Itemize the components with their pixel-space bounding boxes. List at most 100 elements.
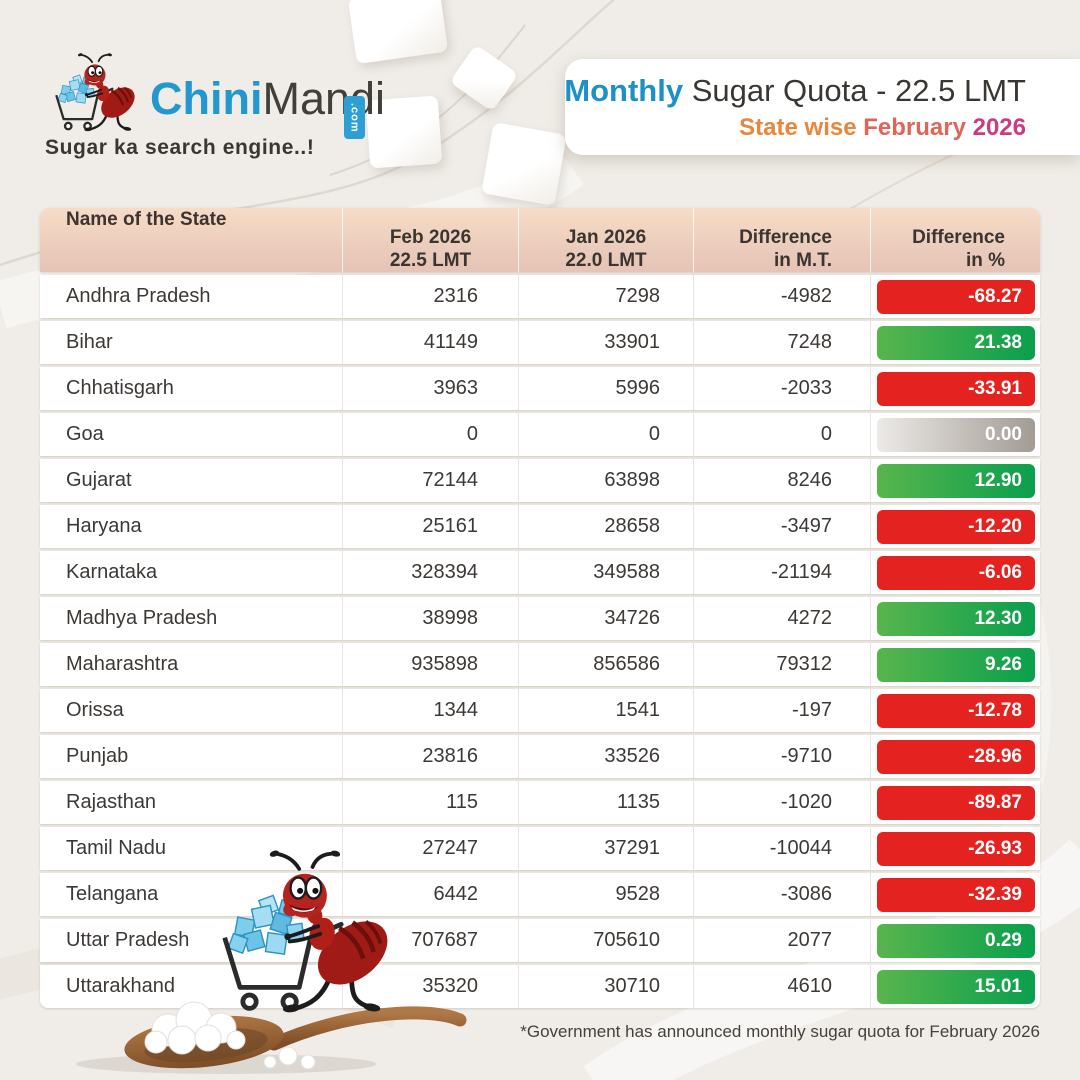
feb-quota-cell: 935898 [342,643,518,686]
difference-pct-cell: 0.00 [870,413,1040,456]
feb-quota-cell: 41149 [342,321,518,364]
brand-chini: Chini [150,73,263,124]
difference-mt-cell: 79312 [693,643,870,686]
state-name-cell: Uttarakhand [66,975,175,997]
table-row: Orissa 1344 1541 -197 -12.78 [40,689,1040,732]
jan-quota-cell: 37291 [518,827,693,870]
jan-quota-cell: 0 [518,413,693,456]
difference-pct-cell: 9.26 [870,643,1040,686]
title-highlight: Monthly [564,72,684,108]
difference-pct-badge: -6.06 [877,555,1035,590]
difference-pct-badge: 12.30 [877,601,1035,636]
state-name-cell: Tamil Nadu [66,837,167,859]
brand-mandi: Mandi [262,73,386,124]
difference-pct-badge: 0.00 [877,417,1035,452]
difference-pct-badge: -32.39 [877,877,1035,912]
feb-quota-cell: 38998 [342,597,518,640]
jan-quota-cell: 30710 [518,965,693,1008]
state-name-cell: Gujarat [66,469,132,491]
difference-pct-cell: 12.30 [870,597,1040,640]
state-name-cell: Madhya Pradesh [66,607,218,629]
difference-pct-cell: -12.20 [870,505,1040,548]
difference-pct-badge: -12.20 [877,509,1035,544]
difference-mt-cell: -197 [693,689,870,732]
jan-quota-cell: 34726 [518,597,693,640]
feb-quota-cell: 72144 [342,459,518,502]
title-rest: Sugar Quota - 22.5 LMT [683,72,1026,108]
difference-mt-cell: -10044 [693,827,870,870]
jan-quota-cell: 705610 [518,919,693,962]
jan-quota-cell: 9528 [518,873,693,916]
brand-ant-cart-icon [48,50,140,134]
difference-pct-cell: -6.06 [870,551,1040,594]
difference-pct-cell: -68.27 [870,275,1040,318]
jan-quota-cell: 1135 [518,781,693,824]
difference-pct-cell: -89.87 [870,781,1040,824]
difference-pct-badge: 9.26 [877,647,1035,682]
difference-pct-badge: -68.27 [877,279,1035,314]
table-row: Karnataka 328394 349588 -21194 -6.06 [40,551,1040,594]
difference-pct-badge: 15.01 [877,969,1035,1004]
jan-quota-cell: 349588 [518,551,693,594]
state-name-cell: Rajasthan [66,791,157,813]
difference-mt-cell: 4272 [693,597,870,640]
feb-quota-cell: 3963 [342,367,518,410]
jan-quota-cell: 5996 [518,367,693,410]
difference-pct-cell: 15.01 [870,965,1040,1008]
table-header-row: Name of the State Feb 2026 22.5 LMT Jan 202… [40,208,1040,272]
table-row: Gujarat 72144 63898 8246 12.90 [40,459,1040,502]
difference-pct-badge: 21.38 [877,325,1035,360]
table-row: Madhya Pradesh 38998 34726 4272 12.30 [40,597,1040,640]
feb-quota-cell: 25161 [342,505,518,548]
state-name-cell: Telangana [66,883,159,905]
table-row: Goa 0 0 0 0.00 [40,413,1040,456]
sugar-cube-decor [481,122,567,206]
jan-quota-cell: 33526 [518,735,693,778]
page-title: Monthly Sugar Quota - 22.5 LMT [564,73,1026,109]
jan-quota-cell: 33901 [518,321,693,364]
difference-pct-badge: -28.96 [877,739,1035,774]
difference-pct-cell: 21.38 [870,321,1040,364]
difference-pct-badge: -89.87 [877,785,1035,820]
table-row: Telangana 6442 9528 -3086 -32.39 [40,873,1040,916]
difference-mt-cell: -3086 [693,873,870,916]
feb-quota-cell: 23816 [342,735,518,778]
table-row: Uttar Pradesh 707687 705610 2077 0.29 [40,919,1040,962]
table-row: Haryana 25161 28658 -3497 -12.20 [40,505,1040,548]
table-row: Bihar 41149 33901 7248 21.38 [40,321,1040,364]
difference-pct-badge: 0.29 [877,923,1035,958]
difference-pct-badge: -26.93 [877,831,1035,866]
feb-quota-cell: 1344 [342,689,518,732]
table-row: Rajasthan 115 1135 -1020 -89.87 [40,781,1040,824]
sugar-spoon-decor [76,1001,467,1074]
state-name-cell: Karnataka [66,561,158,583]
footnote: *Government has announced monthly sugar … [520,1022,1040,1041]
table-body: Andhra Pradesh 2316 7298 -4982 -68.27 Bihar 41… [40,275,1040,1008]
brand-tagline: Sugar ka search engine..! [45,136,315,159]
title-card: Monthly Sugar Quota - 22.5 LMT State wis… [564,59,1080,155]
state-name-cell: Andhra Pradesh [66,285,211,307]
column-header-1: Feb 2026 22.5 LMT [342,208,518,272]
jan-quota-cell: 28658 [518,505,693,548]
column-header-4: Difference in % [870,208,1040,272]
difference-mt-cell: 7248 [693,321,870,364]
difference-pct-cell: 12.90 [870,459,1040,502]
difference-pct-cell: 0.29 [870,919,1040,962]
dotcom-badge: .com [344,96,365,139]
difference-mt-cell: -4982 [693,275,870,318]
difference-mt-cell: -2033 [693,367,870,410]
state-name-cell: Haryana [66,515,142,537]
table-row: Maharashtra 935898 856586 79312 9.26 [40,643,1040,686]
state-name-cell: Orissa [66,699,124,721]
state-name-cell: Uttar Pradesh [66,929,190,951]
difference-mt-cell: 8246 [693,459,870,502]
state-name-cell: Maharashtra [66,653,179,675]
difference-mt-cell: -1020 [693,781,870,824]
feb-quota-cell: 328394 [342,551,518,594]
difference-pct-cell: -33.91 [870,367,1040,410]
table-row: Punjab 23816 33526 -9710 -28.96 [40,735,1040,778]
state-name-cell: Chhatisgarh [66,377,174,399]
table-row: Chhatisgarh 3963 5996 -2033 -33.91 [40,367,1040,410]
jan-quota-cell: 7298 [518,275,693,318]
difference-mt-cell: -9710 [693,735,870,778]
